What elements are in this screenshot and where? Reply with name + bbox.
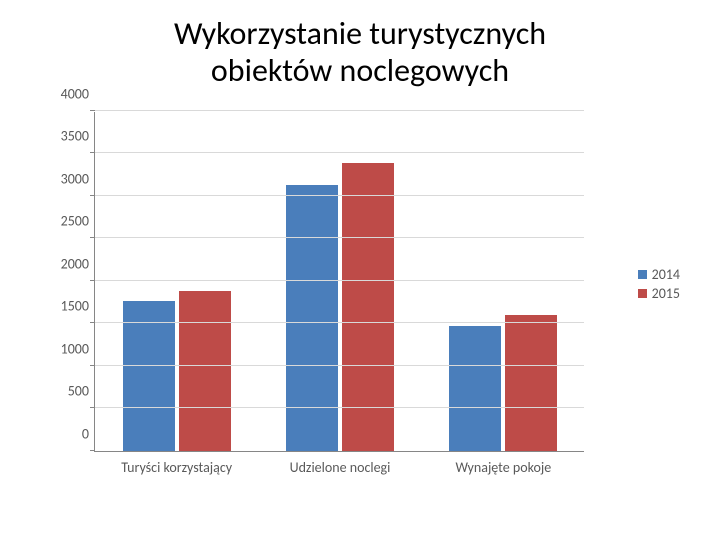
bar-group: Wynajęte pokoje <box>422 112 585 451</box>
gridline <box>95 110 584 111</box>
y-axis-label: 2000 <box>61 255 89 272</box>
y-axis-label: 3000 <box>61 170 89 187</box>
y-tick <box>90 110 95 111</box>
y-tick <box>90 450 95 451</box>
plot-area: Turyści korzystającyUdzielone noclegiWyn… <box>94 112 584 452</box>
bar-group: Turyści korzystający <box>95 112 258 451</box>
y-tick <box>90 195 95 196</box>
chart-container: Turyści korzystającyUdzielone noclegiWyn… <box>40 104 680 504</box>
legend-swatch <box>638 270 647 279</box>
gridline <box>95 365 584 366</box>
y-tick <box>90 407 95 408</box>
legend-label: 2015 <box>652 285 680 302</box>
y-axis-label: 1500 <box>61 298 89 315</box>
y-axis-label: 4000 <box>61 85 89 102</box>
gridline <box>95 280 584 281</box>
legend: 2014 2015 <box>638 264 680 304</box>
y-tick <box>90 365 95 366</box>
bar <box>123 301 175 451</box>
legend-item: 2014 <box>638 266 680 283</box>
y-tick <box>90 237 95 238</box>
y-axis-label: 2500 <box>61 213 89 230</box>
title-line-2: obiektów noclegowych <box>211 51 509 90</box>
gridline <box>95 195 584 196</box>
y-axis-label: 0 <box>82 425 89 442</box>
gridline <box>95 322 584 323</box>
bar <box>449 326 501 451</box>
legend-label: 2014 <box>652 266 680 283</box>
y-axis-label: 1000 <box>61 340 89 357</box>
y-tick <box>90 280 95 281</box>
legend-item: 2015 <box>638 285 680 302</box>
x-axis-label: Turyści korzystający <box>95 459 258 476</box>
y-tick <box>90 322 95 323</box>
gridline <box>95 237 584 238</box>
x-axis-label: Udzielone noclegi <box>258 459 421 476</box>
bar <box>179 291 231 451</box>
bar <box>505 315 557 451</box>
y-axis-label: 3500 <box>61 128 89 145</box>
x-axis-label: Wynajęte pokoje <box>422 459 585 476</box>
page-title: Wykorzystanie turystycznych obiektów noc… <box>24 16 696 90</box>
gridline <box>95 152 584 153</box>
title-line-1: Wykorzystanie turystycznych <box>174 14 546 53</box>
bars-layer: Turyści korzystającyUdzielone noclegiWyn… <box>95 112 584 451</box>
slide: Wykorzystanie turystycznych obiektów noc… <box>0 0 720 540</box>
gridline <box>95 407 584 408</box>
bar-group: Udzielone noclegi <box>258 112 421 451</box>
y-tick <box>90 152 95 153</box>
bar <box>286 185 338 451</box>
y-axis-label: 500 <box>68 383 89 400</box>
legend-swatch <box>638 289 647 298</box>
